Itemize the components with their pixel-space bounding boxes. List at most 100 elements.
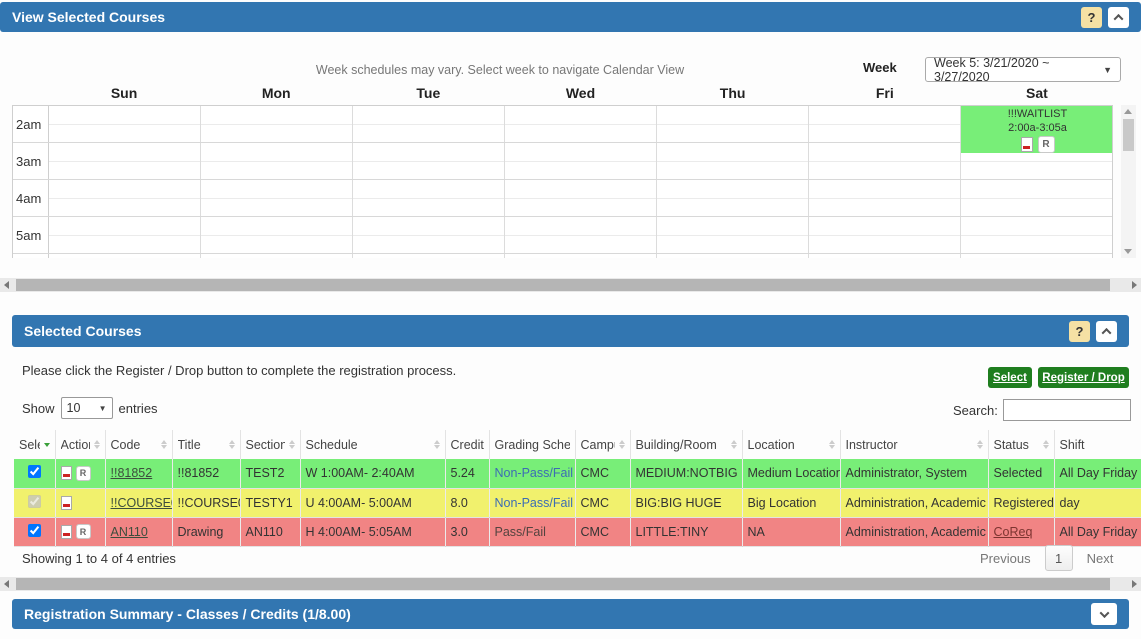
calendar-cell[interactable]	[353, 254, 505, 258]
drop-course-icon[interactable]	[61, 525, 72, 539]
calendar-cell[interactable]	[657, 106, 809, 142]
calendar-cell[interactable]	[49, 217, 201, 253]
next-page-button[interactable]: Next	[1087, 551, 1114, 566]
grading-scheme-link[interactable]: Non-Pass/Fail	[495, 496, 574, 510]
grading-scheme-link[interactable]: Non-Pass/Fail	[495, 466, 574, 480]
column-header-building-room[interactable]: Building/Room	[630, 430, 742, 459]
drop-course-icon[interactable]	[61, 496, 72, 510]
column-header-credits[interactable]: Credits	[445, 430, 489, 459]
page-number-button[interactable]: 1	[1045, 545, 1073, 571]
calendar-cell[interactable]	[809, 180, 961, 216]
column-header-title[interactable]: Title	[172, 430, 240, 459]
row-select-checkbox[interactable]	[28, 524, 41, 537]
column-header-select[interactable]: Select	[14, 430, 55, 459]
search-input[interactable]	[1003, 399, 1131, 421]
entries-dropdown[interactable]: 10 ▼	[61, 397, 113, 419]
calendar-cell[interactable]	[353, 180, 505, 216]
calendar-horizontal-scrollbar[interactable]	[0, 278, 1141, 292]
course-code-link[interactable]: !!COURSE01	[111, 496, 173, 510]
course-location: NA	[742, 517, 840, 546]
calendar-cell[interactable]	[201, 180, 353, 216]
column-header-code[interactable]: Code	[105, 430, 172, 459]
column-header-schedule[interactable]: Schedule	[300, 430, 445, 459]
calendar-cell[interactable]	[961, 217, 1112, 253]
register-icon[interactable]: R	[76, 466, 91, 481]
chevron-down-icon	[1099, 608, 1109, 618]
column-header-action[interactable]: Action	[55, 430, 105, 459]
course-code-link[interactable]: !!81852	[111, 466, 153, 480]
select-button[interactable]: Select	[988, 367, 1032, 388]
table-header-row: Select Action Code Title Section Schedul…	[14, 430, 1141, 459]
column-header-campus[interactable]: Campus	[575, 430, 630, 459]
coreq-status-link[interactable]: CoReq	[994, 525, 1033, 539]
help-icon[interactable]: ?	[1081, 7, 1102, 28]
scroll-left-arrow-icon[interactable]	[4, 281, 9, 289]
calendar-cell[interactable]	[505, 143, 657, 179]
calendar-cell[interactable]	[961, 180, 1112, 216]
calendar-cell[interactable]	[657, 254, 809, 258]
calendar-cell[interactable]	[657, 217, 809, 253]
calendar-cell[interactable]	[201, 217, 353, 253]
register-icon[interactable]: R	[76, 524, 91, 539]
column-header-instructor[interactable]: Instructor	[840, 430, 988, 459]
calendar-cell[interactable]	[201, 143, 353, 179]
calendar-cell[interactable]	[201, 106, 353, 142]
column-header-status[interactable]: Status	[988, 430, 1054, 459]
row-select-checkbox[interactable]	[28, 465, 41, 478]
column-header-grading-scheme[interactable]: Grading Scheme	[489, 430, 575, 459]
scrollbar-thumb[interactable]	[16, 279, 1110, 291]
chevron-up-icon	[1114, 13, 1124, 23]
chevron-down-icon: ▼	[99, 404, 107, 413]
calendar-cell[interactable]	[353, 106, 505, 142]
collapse-up-icon[interactable]	[1108, 7, 1129, 28]
time-label	[13, 254, 49, 258]
table-horizontal-scrollbar[interactable]	[0, 577, 1141, 591]
column-header-location[interactable]: Location	[742, 430, 840, 459]
collapse-up-icon[interactable]	[1096, 321, 1117, 342]
register-icon[interactable]: R	[1038, 136, 1055, 153]
week-dropdown[interactable]: Week 5: 3/21/2020 ~ 3/27/2020 ▼	[925, 57, 1121, 82]
calendar-cell[interactable]	[809, 106, 961, 142]
scroll-up-arrow-icon[interactable]	[1124, 109, 1132, 114]
calendar-cell[interactable]	[49, 106, 201, 142]
calendar-cell[interactable]	[961, 254, 1112, 258]
table-row: R !!81852 !!81852 TEST2 W 1:00AM- 2:40AM…	[14, 459, 1141, 488]
calendar-cell[interactable]	[809, 254, 961, 258]
calendar-cell[interactable]	[505, 180, 657, 216]
register-drop-button[interactable]: Register / Drop	[1038, 367, 1129, 388]
scrollbar-thumb[interactable]	[1123, 119, 1134, 151]
calendar-cell[interactable]	[49, 180, 201, 216]
scroll-down-arrow-icon[interactable]	[1124, 249, 1132, 254]
column-header-shift[interactable]: Shift	[1054, 430, 1141, 459]
calendar-cell[interactable]	[657, 143, 809, 179]
calendar-cell[interactable]	[809, 217, 961, 253]
calendar-cell[interactable]	[657, 180, 809, 216]
calendar-cell[interactable]	[353, 217, 505, 253]
help-icon[interactable]: ?	[1069, 321, 1090, 342]
calendar-cell[interactable]	[505, 217, 657, 253]
calendar-event-waitlist[interactable]: !!!WAITLIST 2:00a-3:05a R	[961, 106, 1113, 153]
calendar-cell[interactable]	[353, 143, 505, 179]
course-schedule: H 4:00AM- 5:05AM	[300, 517, 445, 546]
calendar-cell[interactable]	[201, 254, 353, 258]
drop-course-icon[interactable]	[61, 466, 72, 480]
previous-page-button[interactable]: Previous	[980, 551, 1031, 566]
calendar-cell[interactable]	[505, 254, 657, 258]
course-title: !!COURSE01	[172, 488, 240, 517]
calendar-cell[interactable]	[505, 106, 657, 142]
drop-course-icon[interactable]	[1021, 137, 1033, 152]
scroll-left-arrow-icon[interactable]	[4, 580, 9, 588]
calendar-vertical-scrollbar[interactable]	[1121, 105, 1136, 258]
scroll-right-arrow-icon[interactable]	[1132, 580, 1137, 588]
scrollbar-thumb[interactable]	[16, 578, 1110, 590]
column-header-section[interactable]: Section	[240, 430, 300, 459]
expand-down-icon[interactable]	[1091, 603, 1117, 625]
scroll-right-arrow-icon[interactable]	[1132, 281, 1137, 289]
calendar-cell[interactable]	[809, 143, 961, 179]
entries-label: entries	[119, 401, 158, 416]
course-location: Big Location	[742, 488, 840, 517]
calendar-cell[interactable]	[49, 254, 201, 258]
course-code-link[interactable]: AN110	[111, 525, 148, 539]
showing-entries-text: Showing 1 to 4 of 4 entries	[22, 551, 176, 566]
calendar-cell[interactable]	[49, 143, 201, 179]
